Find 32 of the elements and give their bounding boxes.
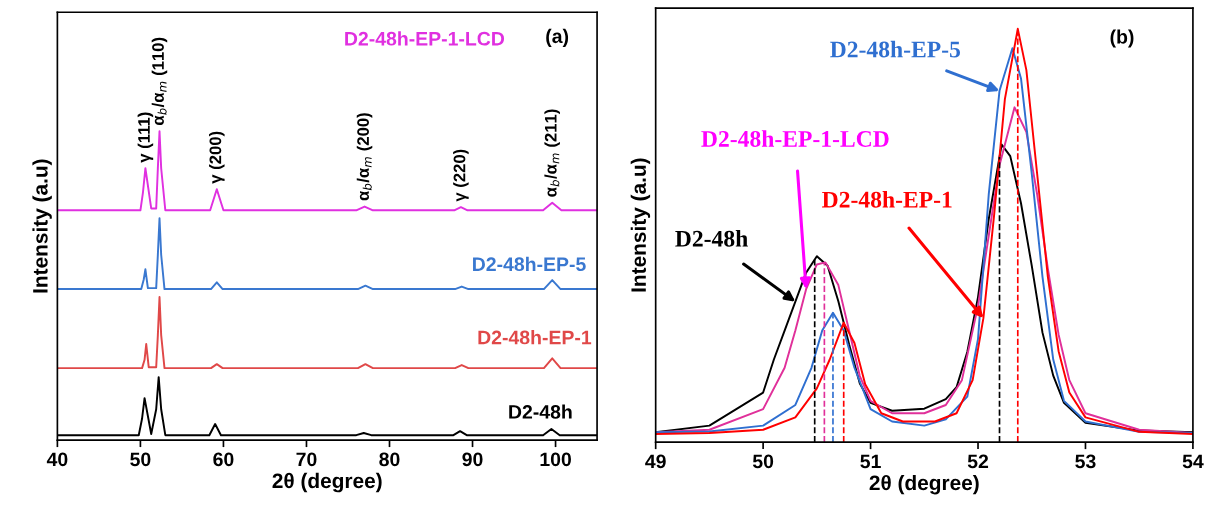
chart-title: (b) [1110, 29, 1134, 48]
x-tick-label: 50 [130, 452, 151, 467]
annotation: α$_{b}$/α$_{m}$ (200) [356, 113, 373, 201]
x-tick-label: 100 [540, 452, 571, 467]
series-label: D2-48h [509, 404, 572, 419]
annotation: γ (200) [209, 131, 225, 184]
x-tick-label: 52 [967, 454, 989, 469]
x-tick-label: 80 [379, 452, 400, 467]
x-tick-label: 60 [213, 452, 234, 467]
annotation: D2-48h-EP-1 [822, 191, 952, 208]
series-label: D2-48h-EP-1 [478, 330, 592, 345]
series-label: D2-48h-EP-5 [473, 256, 586, 272]
x-tick-label: 51 [860, 454, 881, 469]
annotation: γ (111) [137, 112, 154, 163]
x-tick-label: 53 [1075, 454, 1096, 469]
annotation: α$_{b}$/α$_{m}$ (211) [544, 109, 560, 197]
y-axis-title: Intensity (a.u) [630, 158, 651, 292]
x-axis-title: 2θ (degree) [869, 474, 979, 495]
y-axis-title: Intensity (a.u) [32, 159, 52, 293]
x-tick-label: 40 [46, 452, 68, 467]
x-axis-title: 2θ (degree) [272, 472, 382, 493]
x-tick-label: 90 [462, 452, 483, 467]
annotation: γ (220) [453, 149, 469, 202]
x-tick-label: 70 [296, 452, 317, 467]
x-tick-label: 54 [1182, 454, 1204, 469]
annotation: D2-48h-EP-5 [830, 40, 961, 58]
x-tick-label: 50 [752, 454, 774, 469]
annotation: D2-48h-EP-1-LCD [701, 130, 889, 147]
x-tick-label: 49 [645, 454, 666, 469]
text: D2-48h-EP-1-LCD [345, 31, 505, 46]
chart-title: (a) [546, 28, 569, 47]
annotation: D2-48h [675, 230, 748, 247]
